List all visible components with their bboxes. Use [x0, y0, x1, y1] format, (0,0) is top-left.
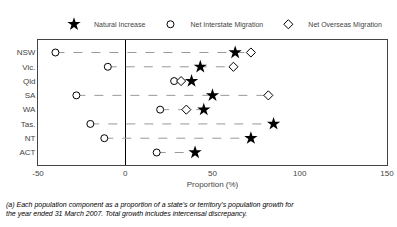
- svg-text:100: 100: [293, 169, 307, 178]
- svg-text:NSW: NSW: [17, 48, 36, 57]
- svg-text:Tas.: Tas.: [21, 120, 36, 129]
- svg-text:SA: SA: [25, 91, 36, 100]
- svg-text:150: 150: [380, 169, 394, 178]
- svg-text:Proportion (%): Proportion (%): [187, 180, 239, 189]
- svg-text:0: 0: [123, 169, 128, 178]
- svg-text:Net Overseas Migration: Net Overseas Migration: [308, 21, 382, 29]
- svg-text:Qld: Qld: [23, 77, 35, 86]
- svg-text:Natural Increase: Natural Increase: [94, 21, 145, 28]
- svg-text:ACT: ACT: [19, 148, 35, 157]
- svg-text:WA: WA: [23, 105, 36, 114]
- svg-text:Vic.: Vic.: [22, 63, 35, 72]
- svg-text:50: 50: [208, 169, 217, 178]
- svg-text:(a) Each population component: (a) Each population component as a propo…: [6, 201, 294, 218]
- svg-text:-50: -50: [32, 169, 44, 178]
- svg-text:NT: NT: [25, 134, 36, 143]
- svg-text:Net Interstate Migration: Net Interstate Migration: [190, 21, 263, 29]
